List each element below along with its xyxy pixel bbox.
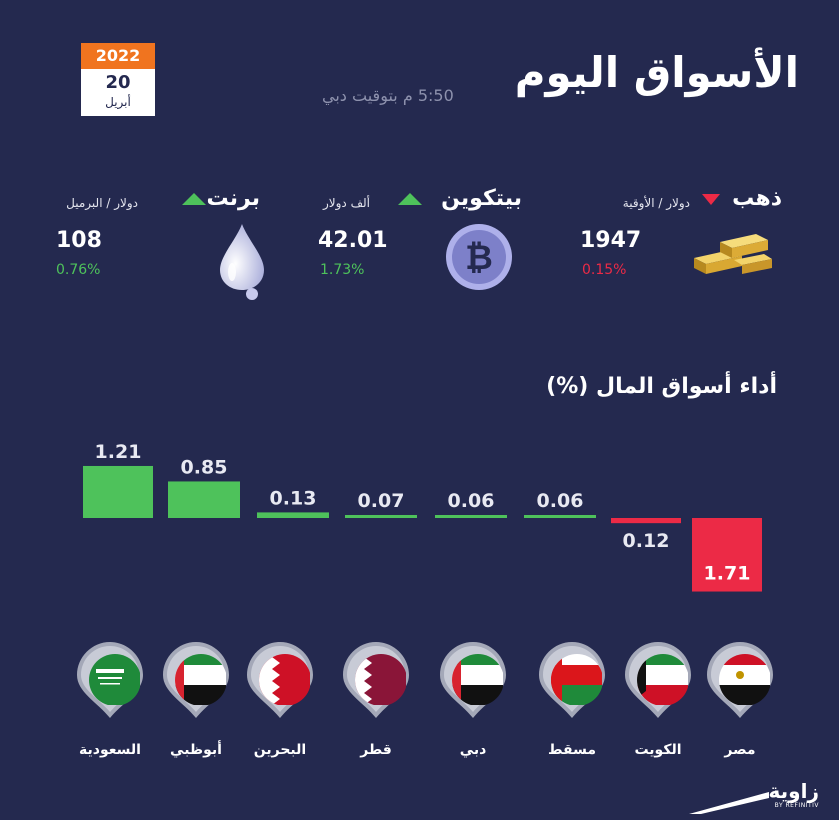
bitcoin-unit: ألف دولار [322,196,370,210]
country-pin [438,640,508,720]
gold-value: 1947 [580,228,642,253]
page-title: الأسواق اليوم [514,48,799,97]
bar-1 [83,465,153,518]
country-label: السعودية [79,742,141,758]
country-pin [705,640,775,720]
oil-drop-icon [220,224,264,300]
svg-text:₿: ₿ [465,238,493,278]
country-pin [245,640,315,720]
country-pin [537,640,607,720]
gold-change: 0.15% [582,262,627,278]
country-pin [161,640,231,720]
bar-chart: 1.21 0.85 0.13 0.07 0.06 0.06 0.12 1.71 [83,441,762,592]
commodity-bitcoin: ₿ بيتكوين ألف دولار 42.01 1.73% [300,180,540,300]
brent-name: برنت [206,186,261,211]
up-arrow-icon [398,193,422,205]
bar-label-7: 0.12 [623,530,670,552]
bar-2 [168,481,240,518]
bar-label-4: 0.07 [358,490,405,512]
brent-unit: دولار / البرميل [66,196,138,210]
country-label: أبوظبي [170,742,222,758]
bitcoin-change: 1.73% [320,262,365,278]
bar-label-8: 1.71 [704,563,751,585]
uae-flag-icon [163,642,229,718]
saudi-flag-icon [77,642,143,718]
bar-3 [257,512,329,518]
time-note: 5:50 م بتوقيت دبي [322,86,454,105]
bar-7 [611,518,681,524]
bitcoin-icon: ₿ [446,224,512,290]
bitcoin-name: بيتكوين [441,186,522,211]
logo-swoosh-icon [689,792,769,814]
logo-tagline: BY REFINITIV [774,802,819,809]
logo: زاوية BY REFINITIV [689,779,819,814]
commodity-brent: برنت دولار / البرميل 108 0.76% [40,180,280,300]
bar-label-2: 0.85 [181,456,228,478]
qatar-flag-icon [343,642,409,718]
kuwait-flag-icon [625,642,691,718]
bar-label-1: 1.21 [95,441,142,463]
bar-8 [692,518,762,592]
up-arrow-icon [182,193,206,205]
oman-flag-icon [539,642,605,718]
down-arrow-icon [702,194,720,205]
chart-title: أداء أسواق المال (%) [546,374,777,399]
date-month: أبريل [105,95,131,109]
date-year: 2022 [81,43,155,69]
country-label: مسقط [548,742,596,758]
logo-name: زاوية [768,779,819,803]
bar-label-6: 0.06 [537,490,584,512]
country-pin [623,640,693,720]
uae-flag-icon [440,642,506,718]
country-pin [75,640,145,720]
bitcoin-value: 42.01 [318,228,388,253]
gold-bars-icon [694,234,772,274]
bar-5 [435,515,507,518]
country-label: قطر [360,742,392,758]
gold-name: ذهب [732,186,782,211]
country-label: الكويت [634,742,682,758]
brent-change: 0.76% [56,262,101,278]
country-label: دبي [459,742,487,758]
brent-value: 108 [56,228,102,253]
country-label: البحرين [253,742,307,758]
date-day: 20 [105,72,131,93]
bahrain-flag-icon [247,642,313,718]
country-pin [341,640,411,720]
country-label: مصر [724,742,756,758]
date-card: 2022 20 أبريل [81,43,155,116]
bar-label-3: 0.13 [270,487,317,509]
bar-label-5: 0.06 [448,490,495,512]
bar-4 [345,514,417,518]
egypt-flag-icon [707,642,773,718]
gold-unit: دولار / الأوقية [622,196,690,210]
bar-6 [524,515,596,518]
commodity-gold: ذهب دولار / الأوقية 1947 0.15% [560,180,800,300]
